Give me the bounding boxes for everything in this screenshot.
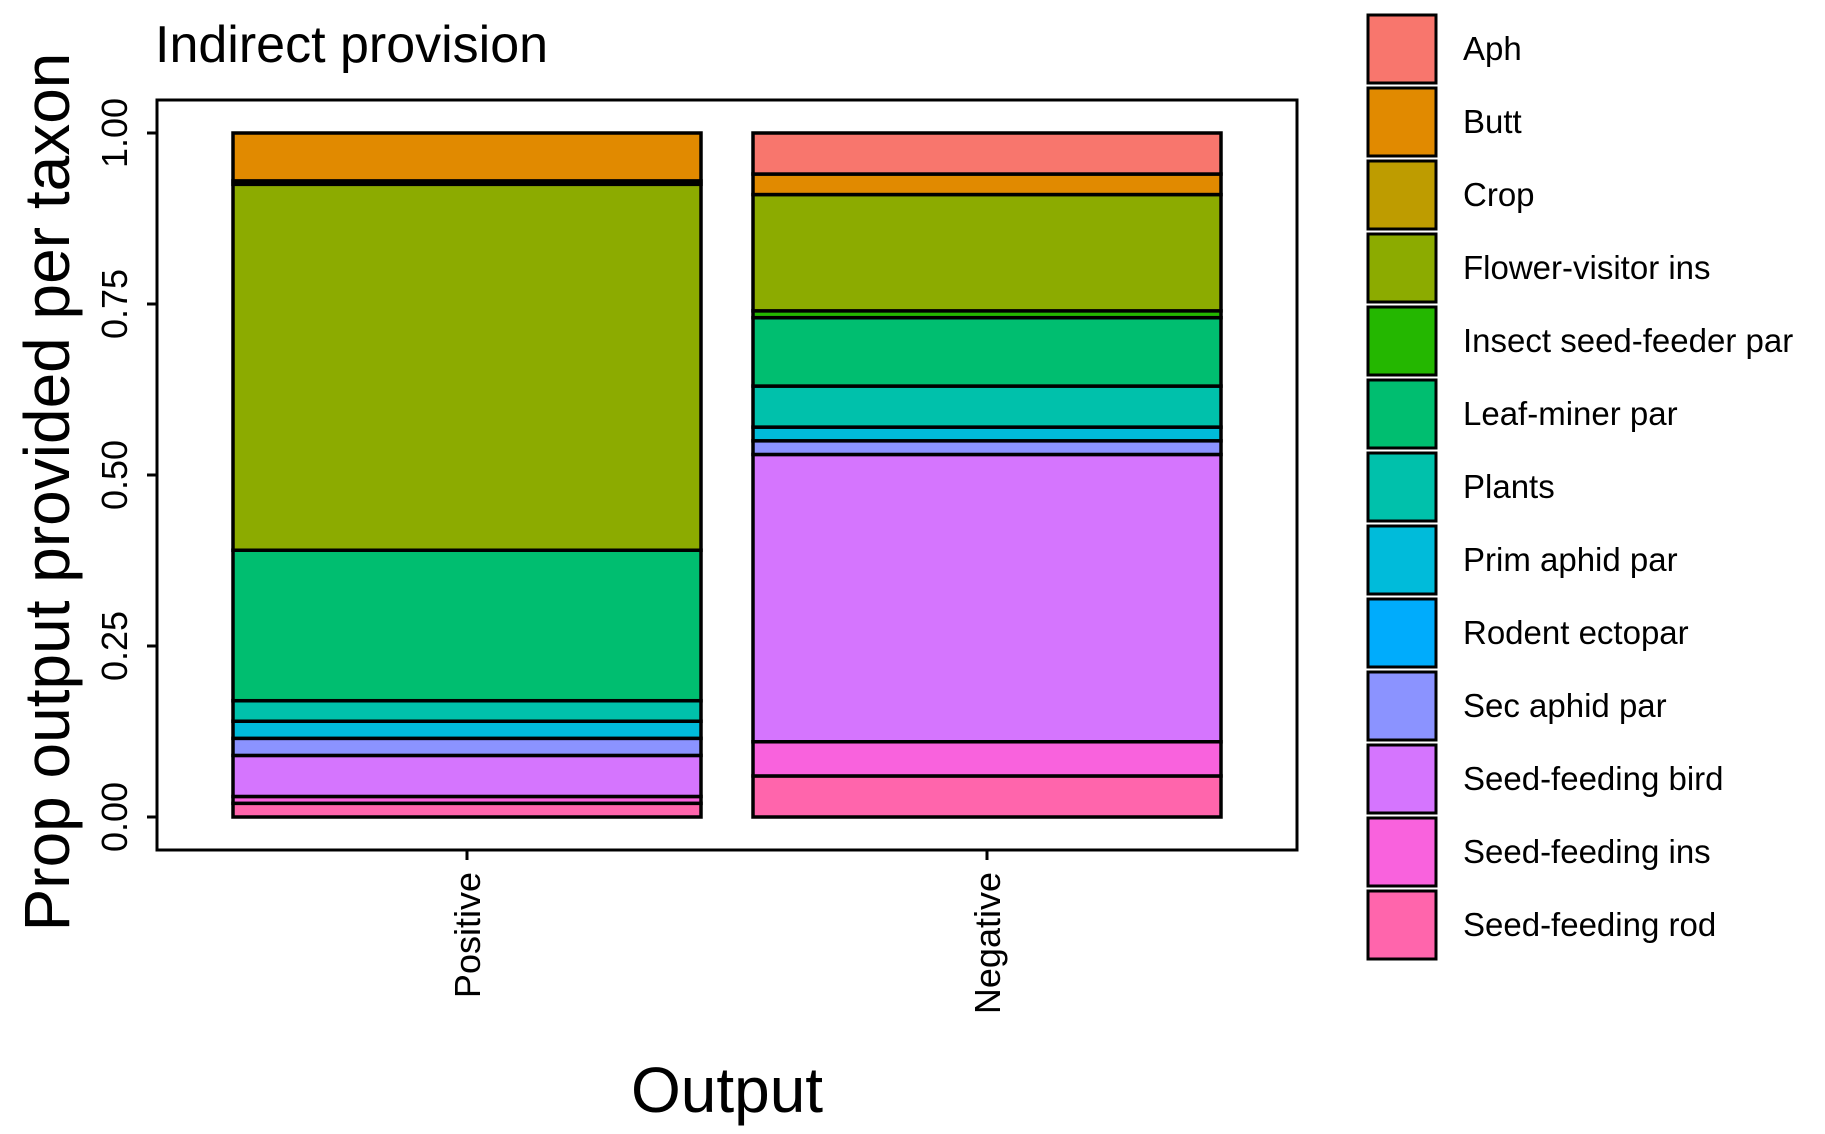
legend-key-seed-feeding-bird [1366,743,1438,815]
y-axis: 0.00 0.25 0.50 0.75 1.00 [94,98,157,852]
legend-key-seed-feeding-ins [1366,816,1438,888]
legend-label: Crop [1463,176,1535,213]
legend-label: Aph [1463,30,1522,67]
bar-segment-positive-seed-feeding-rod [231,801,703,819]
legend-label: Seed-feeding rod [1463,906,1716,943]
legend-key-crop [1366,159,1438,231]
legend: Aph Butt Crop Flower-visitor ins Insect seed… [1366,13,1793,961]
chart-title: Indirect provision [155,16,548,74]
bar-segment-negative-leaf-miner-par [751,315,1223,388]
bar-segment-negative-aph [751,131,1223,176]
bar-segment-positive-prim-aphid-par [231,719,703,741]
y-tick-label: 0.50 [94,440,135,510]
x-axis-title: Output [631,1054,823,1126]
bar-segment-negative-sec-aphid-par [751,439,1223,457]
bar-segment-negative-butt [751,172,1223,197]
x-tick-label-negative: Negative [967,872,1008,1014]
y-tick-label: 0.75 [94,269,135,339]
bar-segment-positive-leaf-miner-par [231,548,703,703]
plot-area [155,98,1299,852]
legend-key-flower-visitor-ins [1366,232,1438,304]
y-axis-title: Prop output provided per taxon [11,53,83,932]
x-tick-label-positive: Positive [447,872,488,998]
legend-key-plants [1366,451,1438,523]
legend-key-aph [1366,13,1438,85]
legend-key-seed-feeding-rod [1366,889,1438,961]
bar-segment-positive-sec-aphid-par [231,736,703,758]
bar-segment-positive-butt [231,131,703,183]
bar-segment-negative-plants [751,384,1223,429]
bar-segment-negative-seed-feeding-bird [751,452,1223,744]
legend-label: Seed-feeding ins [1463,833,1711,870]
bar-segment-negative-prim-aphid-par [751,425,1223,443]
y-tick-label: 0.00 [94,782,135,852]
bar-segment-negative-seed-feeding-ins [751,740,1223,778]
bar-segment-positive-plants [231,698,703,723]
legend-key-leaf-miner-par [1366,378,1438,450]
legend-label: Seed-feeding bird [1463,760,1724,797]
legend-label: Sec aphid par [1463,687,1667,724]
legend-label: Rodent ectopar [1463,614,1689,651]
bar-segment-positive-flower-visitor-ins [231,182,703,552]
y-tick-label: 1.00 [94,98,135,168]
legend-label: Prim aphid par [1463,541,1678,578]
legend-label: Insect seed-feeder par [1463,322,1793,359]
y-tick-label: 0.25 [94,611,135,681]
bar-segment-negative-seed-feeding-rod [751,774,1223,819]
legend-key-prim-aphid-par [1366,524,1438,596]
legend-label: Flower-visitor ins [1463,249,1711,286]
legend-label: Plants [1463,468,1555,505]
legend-label: Leaf-miner par [1463,395,1678,432]
legend-label: Butt [1463,103,1522,140]
bar-segment-positive-seed-feeding-bird [231,753,703,799]
legend-key-butt [1366,86,1438,158]
bar-segment-negative-flower-visitor-ins [751,192,1223,313]
x-axis: Positive Negative [447,850,1008,1014]
legend-key-rodent-ectopar [1366,597,1438,669]
legend-key-insect-seed-feeder-par [1366,305,1438,377]
legend-key-sec-aphid-par [1366,670,1438,742]
